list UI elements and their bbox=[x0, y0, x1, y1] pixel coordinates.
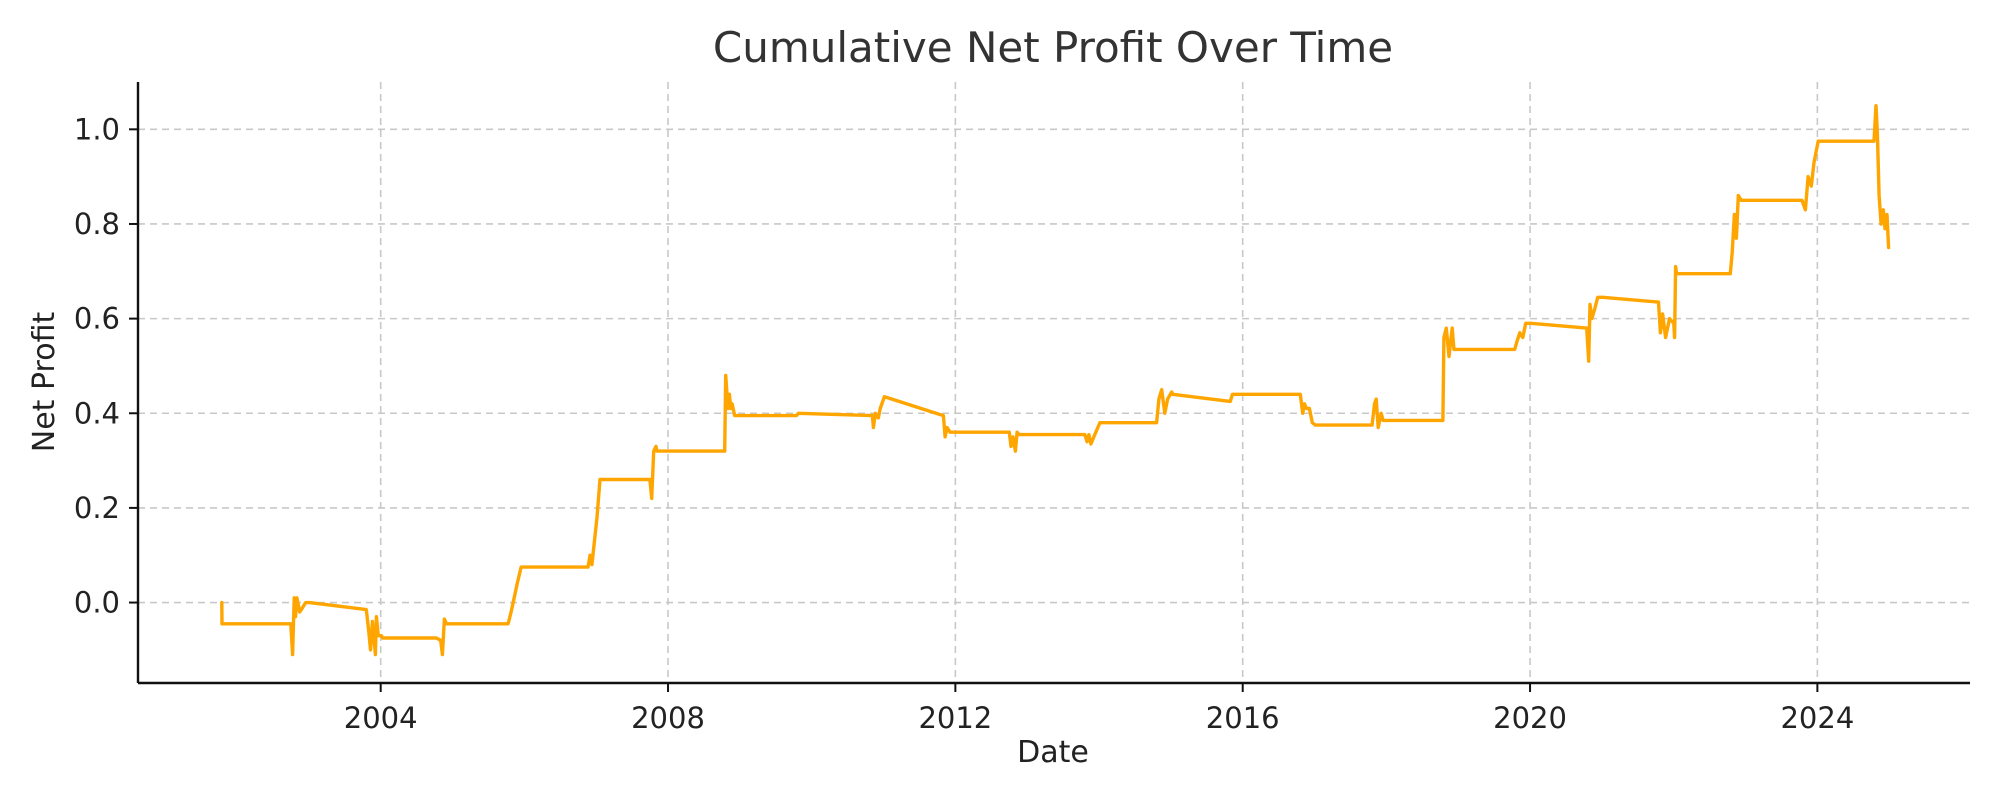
y-tick-label: 0.4 bbox=[74, 396, 120, 430]
x-tick-label: 2020 bbox=[1493, 701, 1567, 735]
chart-title: Cumulative Net Profit Over Time bbox=[713, 23, 1393, 72]
grid bbox=[138, 82, 1970, 683]
y-tick-label: 0.6 bbox=[74, 302, 120, 336]
x-tick-label: 2008 bbox=[631, 701, 705, 735]
ticks: 2004 2008 2012 2016 2020 2024 0.0 0.2 0.4 0.6 0.8 1… bbox=[74, 112, 1854, 735]
y-tick-label: 0.2 bbox=[74, 491, 120, 525]
axes bbox=[136, 82, 1970, 685]
net-profit-line bbox=[220, 103, 1891, 657]
x-axis-label: Date bbox=[1017, 735, 1089, 770]
y-axis-label: Net Profit bbox=[27, 312, 62, 453]
y-tick-label: 0.8 bbox=[74, 207, 120, 241]
y-tick-label: 0.0 bbox=[74, 586, 120, 620]
y-tick-label: 1.0 bbox=[74, 112, 120, 146]
x-tick-label: 2012 bbox=[918, 701, 992, 735]
x-tick-label: 2004 bbox=[344, 701, 418, 735]
series bbox=[220, 103, 1891, 657]
x-tick-label: 2024 bbox=[1780, 701, 1854, 735]
x-tick-label: 2016 bbox=[1206, 701, 1280, 735]
